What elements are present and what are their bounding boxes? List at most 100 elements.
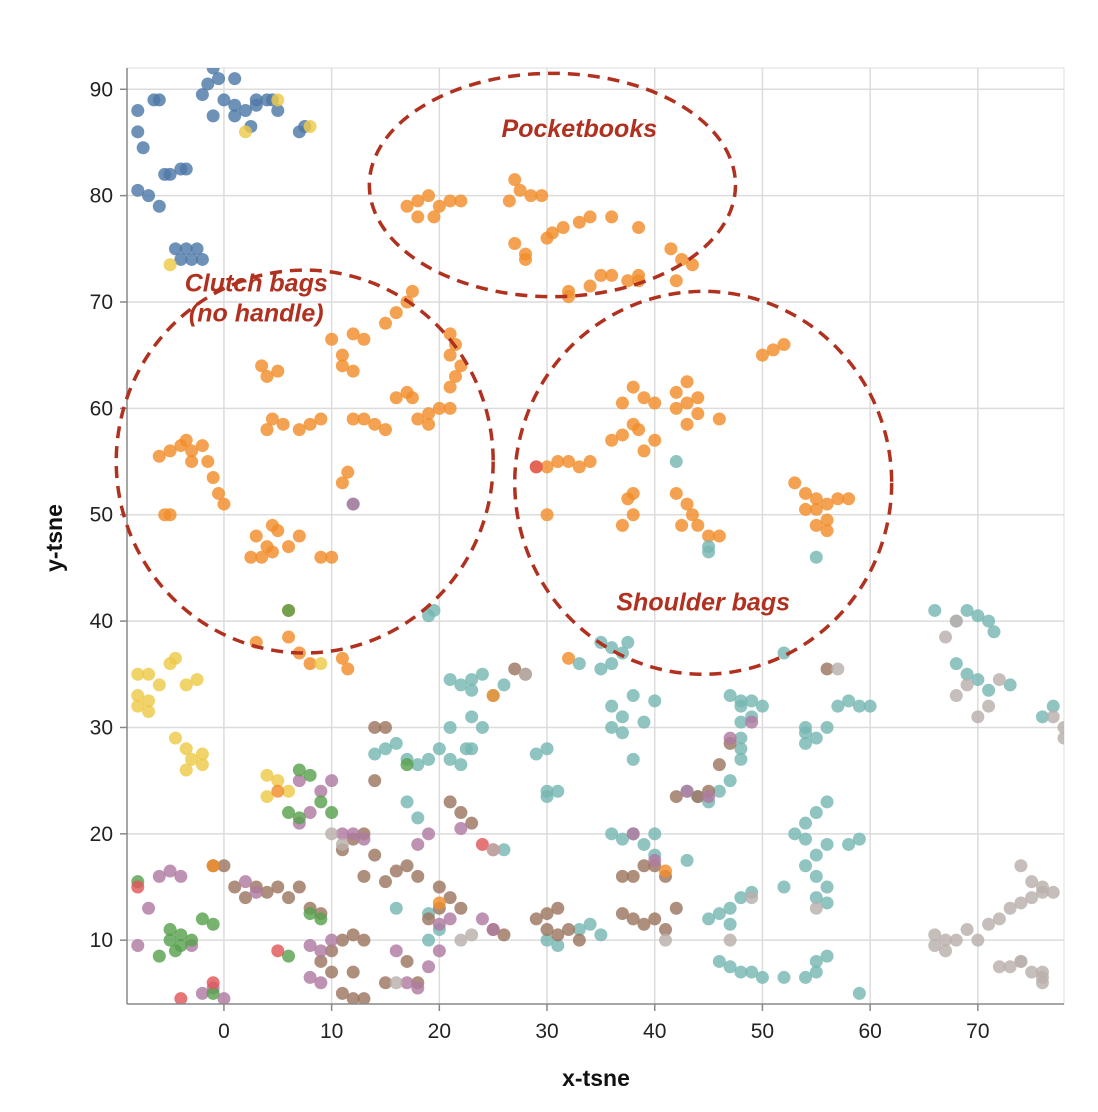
data-point-gray (949, 614, 963, 628)
data-point-clutch (357, 332, 371, 346)
data-point-clutch (271, 524, 285, 538)
data-point-clutch (335, 476, 349, 490)
data-point-yellow (271, 774, 285, 788)
data-point-shoulder (626, 380, 640, 394)
data-point-pocketbooks (583, 279, 597, 293)
data-point-brown (368, 720, 382, 734)
data-point-shoulder (712, 412, 726, 426)
data-point-yellow (303, 120, 317, 133)
data-point-yellow (314, 657, 328, 671)
data-point-teal (1046, 699, 1060, 713)
data-point-brown (820, 662, 834, 676)
data-point-green (314, 912, 328, 926)
data-point-blue (131, 104, 145, 118)
data-point-purple (292, 774, 306, 788)
data-point-pocketbooks (411, 194, 425, 208)
data-point-pocketbooks (605, 268, 619, 282)
data-point-teal (540, 742, 554, 756)
data-point-shoulder (766, 343, 780, 357)
data-point-teal (777, 646, 791, 660)
data-point-blue (249, 98, 263, 112)
data-point-teal (809, 891, 823, 905)
data-point-clutch (389, 391, 403, 405)
data-point-teal (465, 673, 479, 687)
data-point-clutch (185, 455, 199, 469)
data-point-purple (303, 970, 317, 984)
data-point-clutch (152, 449, 166, 463)
data-point-blue (142, 189, 156, 203)
data-point-teal (615, 646, 629, 660)
data-point-yellow (271, 93, 285, 107)
data-point-clutch (443, 327, 457, 341)
data-point-shoulder (680, 417, 694, 431)
data-point-purple (195, 986, 209, 1000)
data-point-teal (777, 880, 791, 894)
data-point-shoulder (572, 460, 586, 474)
data-point-shoulder (669, 401, 683, 415)
data-point-brown (637, 859, 651, 873)
data-point-purple (238, 875, 252, 889)
data-point-teal (712, 954, 726, 968)
data-point-teal (809, 848, 823, 862)
data-point-gray (1003, 901, 1017, 915)
data-point-green (303, 907, 317, 921)
data-point-brown (271, 880, 285, 894)
data-point-teal (960, 667, 974, 681)
data-point-pocketbooks (535, 189, 549, 203)
data-point-purple (411, 837, 425, 851)
data-point-teal (852, 986, 866, 1000)
data-point-teal (605, 827, 619, 841)
data-point-clutch (265, 545, 279, 559)
data-point-purple (163, 864, 177, 878)
data-point-teal (809, 869, 823, 883)
data-point-teal (799, 720, 813, 734)
data-point-shoulder (777, 338, 791, 352)
data-point-teal (389, 736, 403, 750)
data-point-teal (626, 752, 640, 766)
data-point-gray (949, 689, 963, 703)
data-point-gray (1046, 885, 1060, 899)
data-point-teal (465, 710, 479, 724)
data-point-teal (982, 614, 996, 628)
data-point-shoulder (799, 502, 813, 516)
data-point-yellow (185, 752, 199, 766)
data-point-shoulder (648, 433, 662, 447)
data-point-brown (615, 869, 629, 883)
data-point-teal (842, 837, 856, 851)
data-point-teal (745, 694, 759, 708)
data-point-brown (626, 912, 640, 926)
data-point-teal (982, 683, 996, 697)
data-point-purple (303, 939, 317, 952)
data-point-teal (809, 731, 823, 745)
data-point-purple (680, 784, 694, 798)
data-point-teal (572, 657, 586, 671)
data-point-green (163, 933, 177, 947)
data-point-pocketbooks (411, 210, 425, 224)
data-point-yellow (131, 667, 145, 681)
data-point-pocketbooks (524, 189, 538, 203)
data-point-pocketbooks (556, 221, 570, 235)
annotation-label: (no handle) (189, 299, 324, 327)
data-point-teal (863, 699, 877, 713)
data-point-blue (185, 252, 199, 266)
data-point-gray (486, 843, 500, 857)
data-point-pocketbooks (562, 290, 576, 304)
data-point-clutch (195, 439, 209, 453)
data-point-shoulder (551, 455, 565, 469)
data-point-brown (454, 806, 468, 820)
x-tick-label: 30 (535, 1020, 558, 1043)
data-point-teal (928, 603, 942, 617)
data-point-green (168, 944, 182, 958)
data-point-green (282, 949, 296, 963)
data-point-shoulder (615, 396, 629, 410)
data-point-gray (1003, 960, 1017, 974)
data-point-teal (551, 939, 565, 952)
data-point-clutch (292, 423, 306, 437)
data-point-purple (346, 497, 360, 511)
data-point-gray (659, 933, 673, 947)
data-point-shoulder (562, 651, 576, 665)
data-point-clutch (163, 508, 177, 522)
data-point-blue (131, 125, 145, 139)
